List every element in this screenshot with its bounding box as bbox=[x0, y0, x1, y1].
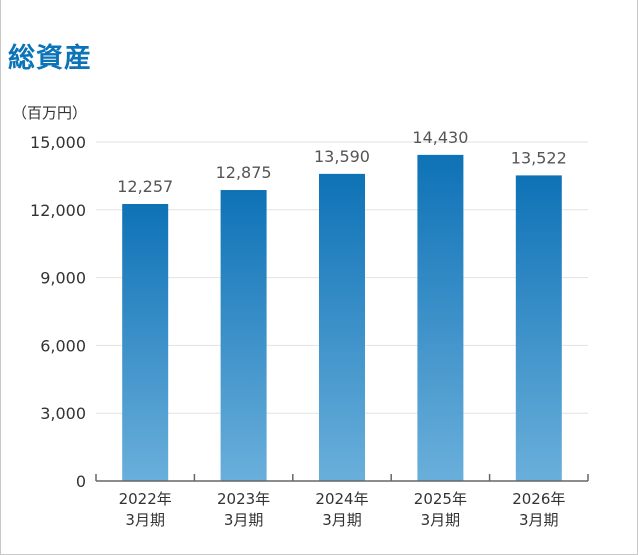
x-tick-label: 2022年 bbox=[119, 490, 172, 508]
value-label: 14,430 bbox=[412, 128, 468, 147]
x-tick-label: 3月期 bbox=[224, 511, 264, 529]
x-tick-label: 3月期 bbox=[421, 511, 461, 529]
y-tick-label: 15,000 bbox=[30, 133, 86, 152]
x-tick-label: 3月期 bbox=[519, 511, 559, 529]
y-tick-label: 6,000 bbox=[40, 336, 86, 355]
bar bbox=[220, 190, 267, 481]
x-tick-label: 2026年 bbox=[512, 490, 565, 508]
value-label: 13,590 bbox=[314, 147, 370, 166]
y-tick-label: 12,000 bbox=[30, 201, 86, 220]
y-tick-label: 9,000 bbox=[40, 269, 86, 288]
y-tick-label: 0 bbox=[76, 472, 86, 491]
value-label: 12,875 bbox=[216, 163, 272, 182]
value-label: 13,522 bbox=[511, 148, 567, 167]
bar bbox=[515, 175, 562, 481]
bar bbox=[122, 203, 169, 481]
x-tick-label: 2024年 bbox=[315, 490, 368, 508]
bar bbox=[319, 173, 365, 481]
x-tick-label: 3月期 bbox=[322, 511, 362, 529]
chart-title: 総資産 bbox=[8, 43, 92, 74]
y-unit-label: （百万円） bbox=[12, 104, 87, 122]
y-tick-label: 3,000 bbox=[40, 404, 86, 423]
bar bbox=[417, 154, 464, 481]
x-tick-label: 3月期 bbox=[125, 511, 165, 529]
value-label: 12,257 bbox=[117, 177, 173, 196]
x-tick-label: 2025年 bbox=[414, 490, 467, 508]
x-tick-label: 2023年 bbox=[217, 490, 270, 508]
